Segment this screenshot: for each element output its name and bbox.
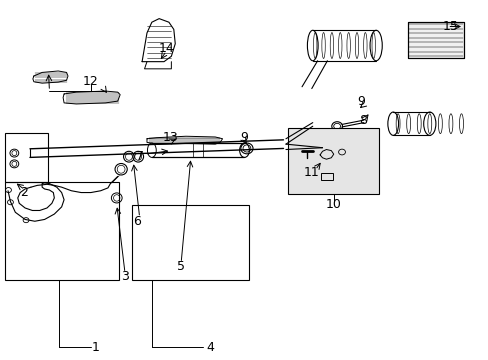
Text: 3: 3 <box>121 270 129 283</box>
Bar <box>288 128 378 194</box>
Text: 1: 1 <box>92 341 100 354</box>
Text: 9: 9 <box>240 131 248 144</box>
Text: 14: 14 <box>158 41 174 54</box>
Bar <box>4 182 119 280</box>
Text: 13: 13 <box>162 131 178 144</box>
Text: 15: 15 <box>442 20 457 33</box>
Text: 2: 2 <box>20 186 28 199</box>
Text: 9: 9 <box>357 95 365 108</box>
Text: 12: 12 <box>83 75 99 88</box>
Bar <box>407 22 463 58</box>
Text: 5: 5 <box>177 260 185 273</box>
Text: 10: 10 <box>325 198 341 211</box>
Text: 4: 4 <box>206 341 214 354</box>
Text: 6: 6 <box>133 215 141 228</box>
Text: 8: 8 <box>358 114 366 127</box>
Bar <box>4 134 48 182</box>
Text: 7: 7 <box>135 150 143 163</box>
Bar <box>132 205 249 280</box>
Text: 11: 11 <box>304 166 319 179</box>
Bar <box>320 173 332 180</box>
